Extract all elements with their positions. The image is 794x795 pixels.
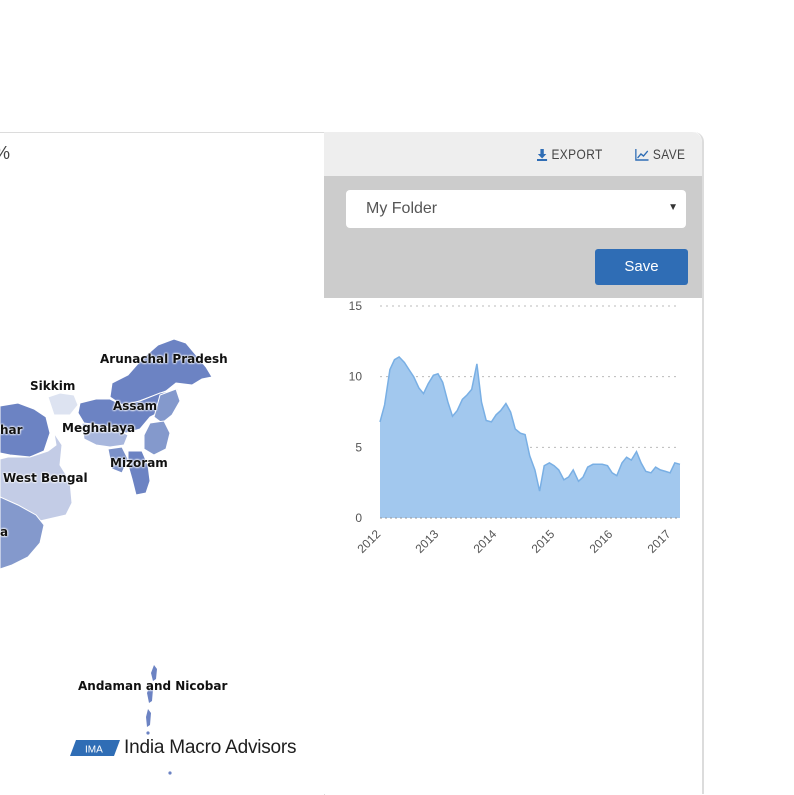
region-andaman-nicobar[interactable] [146,665,172,775]
region-mizoram[interactable] [127,450,151,496]
label-andaman-nicobar: Andaman and Nicobar [78,679,228,693]
chart-line-icon [635,149,649,161]
india-map[interactable] [0,133,324,795]
x-tick-label: 2017 [645,527,674,556]
y-tick-label: 15 [349,299,363,313]
label-mizoram: Mizoram [110,456,168,470]
x-tick-label: 2015 [529,527,558,556]
label-arunachal-pradesh: Arunachal Pradesh [100,352,228,366]
region-sikkim[interactable] [47,392,79,416]
x-tick-label: 2014 [471,527,500,556]
region-tripura[interactable] [107,446,129,474]
x-tick-label: 2013 [413,527,442,556]
ima-logo: IMA India Macro Advisors [70,737,297,759]
label-sikkim: Sikkim [30,379,76,393]
region-bihar[interactable] [0,402,51,458]
save-chart-button[interactable]: SAVE [635,146,685,162]
ima-logo-mark-text: IMA [85,745,103,756]
ima-logo-mark: IMA [70,740,120,756]
label-bihar: har [0,423,23,437]
export-label: EXPORT [551,146,603,162]
region-odisha[interactable] [0,496,45,570]
label-meghalaya: Meghalaya [62,421,136,435]
folder-select[interactable]: My Folder ▼ [346,190,686,228]
map-title-fragment: % [0,143,10,164]
caret-down-icon: ▼ [668,202,678,213]
label-assam: Assam [113,399,158,413]
x-tick-label: 2012 [355,527,384,556]
map-panel: % Arunachal Pradesh Sik [0,132,325,795]
chart-toolbar: EXPORT SAVE [324,132,702,176]
y-tick-label: 5 [355,440,362,454]
region-nagaland[interactable] [153,388,181,424]
region-meghalaya[interactable] [81,422,129,448]
series-line [379,355,681,492]
series-area [380,356,680,518]
save-button[interactable]: Save [595,249,688,285]
label-odisha: a [0,525,9,539]
save-to-folder-panel: My Folder ▼ Save [324,176,702,298]
y-tick-label: 0 [355,511,362,525]
download-icon [537,149,548,161]
y-tick-label: 10 [349,370,363,384]
label-west-bengal: West Bengal [3,471,88,485]
ima-logo-name: India Macro Advisors [124,737,297,758]
save-chart-label: SAVE [652,146,686,162]
export-button[interactable]: EXPORT [537,146,603,162]
area-chart[interactable]: 0 5 10 15 2012 2013 2014 2015 2016 2017 [324,298,702,598]
region-manipur[interactable] [143,420,171,456]
folder-select-value: My Folder [366,200,438,217]
x-tick-label: 2016 [587,527,616,556]
chart-side-panel: EXPORT SAVE My Folder ▼ Save 0 5 10 15 2012 2… [324,132,704,794]
